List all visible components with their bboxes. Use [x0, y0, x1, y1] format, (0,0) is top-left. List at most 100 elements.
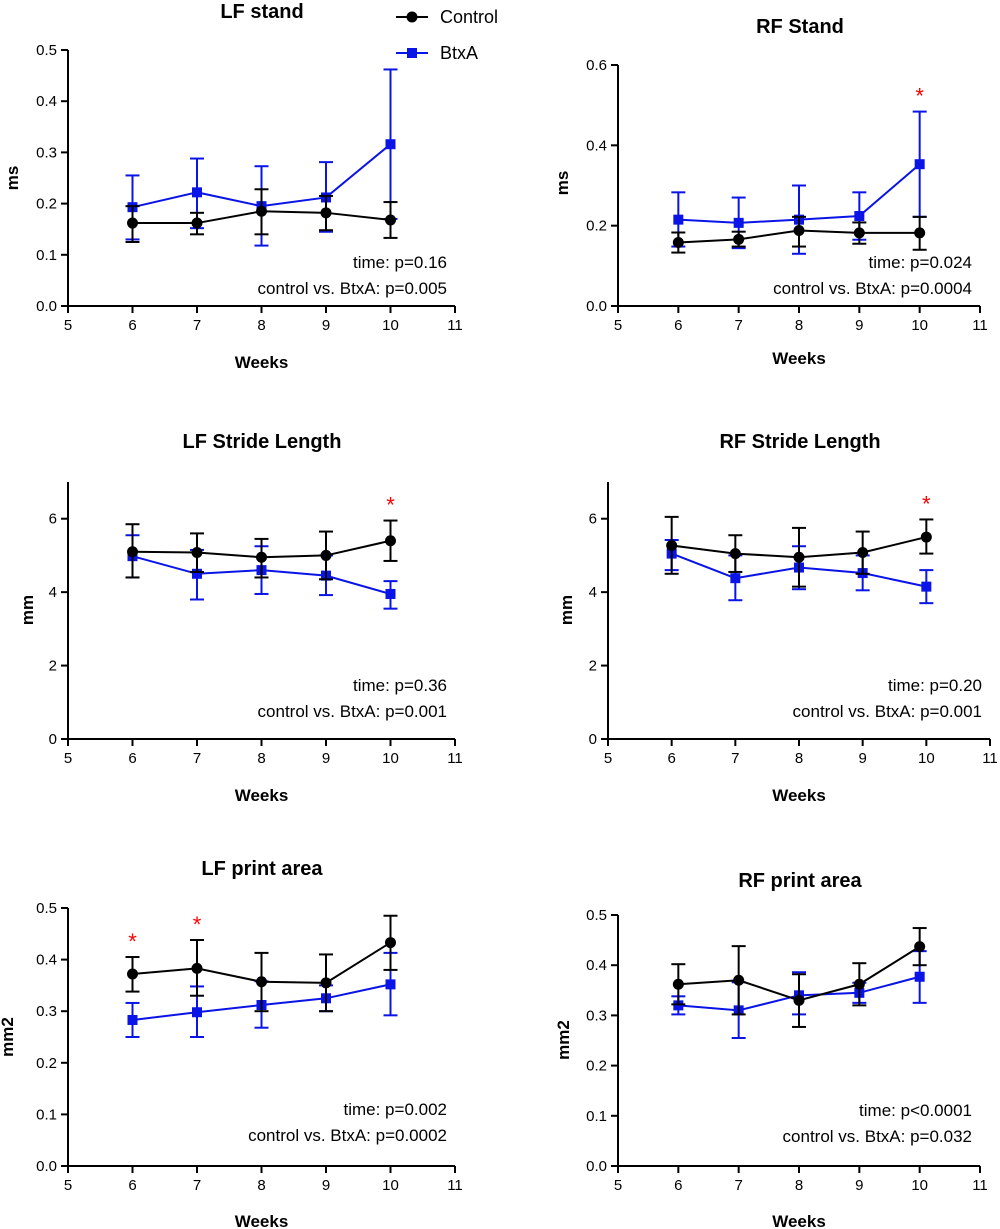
x-axis-label: Weeks — [235, 353, 289, 372]
chart-3: LF Stride Length 0 2 4 6 5 6 7 8 9 10 11 Weeks mm * tim… — [18, 431, 463, 805]
x-tick-label: 6 — [128, 750, 136, 767]
control-point — [793, 551, 805, 563]
y-tick-label: 0.6 — [586, 57, 607, 74]
control-point — [729, 548, 741, 560]
control-point — [127, 546, 138, 558]
x-tick-label: 11 — [447, 317, 463, 334]
btxa-point — [921, 581, 932, 592]
control-point — [191, 217, 203, 229]
x-tick-label: 6 — [667, 750, 675, 767]
chart-title: RF Stride Length — [719, 431, 880, 453]
y-tick-label: 0 — [589, 731, 597, 748]
btxa-point — [385, 979, 396, 990]
y-tick-label: 0.1 — [586, 1108, 607, 1125]
significance-star: * — [193, 912, 202, 937]
x-tick-label: 10 — [382, 1177, 399, 1194]
control-point — [914, 941, 926, 953]
y-tick-label: 0.5 — [586, 907, 607, 924]
x-tick-label: 10 — [918, 750, 935, 767]
control-point — [793, 994, 805, 1006]
control-point — [666, 540, 678, 552]
x-tick-label: 9 — [322, 750, 330, 767]
x-tick-label: 10 — [911, 1177, 928, 1194]
y-tick-label: 0.4 — [36, 952, 57, 969]
control-point — [733, 974, 745, 986]
control-point — [385, 535, 396, 547]
y-tick-label: 2 — [589, 658, 597, 675]
y-tick-label: 0.4 — [586, 957, 607, 974]
control-point — [191, 962, 203, 974]
x-tick-label: 5 — [614, 317, 622, 334]
legend-label-control: Control — [440, 7, 498, 27]
chart-title: LF print area — [201, 858, 323, 880]
significance-star: * — [128, 929, 137, 954]
chart-title: LF stand — [220, 1, 303, 23]
y-tick-label: 0.5 — [36, 42, 57, 59]
x-tick-label: 6 — [674, 317, 682, 334]
x-tick-label: 7 — [193, 317, 201, 334]
x-tick-label: 6 — [674, 1177, 682, 1194]
y-tick-label: 0.0 — [586, 298, 607, 315]
y-tick-label: 0.0 — [36, 1158, 57, 1175]
x-tick-label: 5 — [64, 1177, 72, 1194]
y-tick-label: 0.4 — [586, 137, 607, 154]
y-tick-label: 0.4 — [36, 93, 57, 110]
x-axis-label: Weeks — [772, 349, 826, 368]
btxa-point — [914, 971, 925, 982]
x-tick-label: 8 — [257, 750, 265, 767]
x-tick-label: 11 — [972, 1177, 988, 1194]
y-tick-label: 0.2 — [586, 218, 607, 235]
y-tick-label: 0.2 — [586, 1058, 607, 1075]
stats-text: time: p=0.024 — [869, 253, 973, 272]
y-tick-label: 0.3 — [36, 1003, 57, 1020]
x-tick-label: 9 — [322, 317, 330, 334]
significance-star: * — [922, 491, 931, 516]
y-tick-label: 0.2 — [36, 196, 57, 213]
stats-text: control vs. BtxA: p=0.001 — [258, 702, 447, 721]
x-tick-label: 6 — [128, 317, 136, 334]
x-axis-label: Weeks — [235, 786, 289, 805]
control-point — [385, 937, 396, 949]
stats-text: time: p=0.16 — [353, 253, 447, 272]
x-tick-label: 9 — [858, 750, 866, 767]
chart-title: RF print area — [738, 870, 862, 892]
x-tick-label: 8 — [257, 317, 265, 334]
control-point — [127, 217, 138, 229]
x-tick-label: 5 — [64, 750, 72, 767]
btxa-point — [673, 214, 684, 225]
y-tick-label: 6 — [589, 511, 597, 528]
btxa-point — [854, 211, 865, 222]
y-tick-label: 0.0 — [586, 1158, 607, 1175]
chart-6: RF print area 0.0 0.1 0.2 0.3 0.4 0.5 5 6 7 8 9 10 11… — [554, 870, 988, 1229]
x-tick-label: 11 — [982, 750, 998, 767]
y-tick-label: 0.3 — [36, 144, 57, 161]
stats-text: control vs. BtxA: p=0.005 — [258, 279, 447, 298]
control-point — [320, 549, 332, 561]
control-point — [256, 205, 267, 217]
y-tick-label: 0.3 — [586, 1007, 607, 1024]
x-tick-label: 8 — [795, 750, 803, 767]
x-tick-label: 9 — [855, 317, 863, 334]
y-tick-label: 0.1 — [36, 247, 57, 264]
control-point — [256, 551, 267, 563]
chart-title: LF Stride Length — [183, 431, 342, 453]
control-point — [385, 214, 396, 226]
stats-text: control vs. BtxA: p=0.0002 — [248, 1126, 447, 1145]
btxa-point — [733, 217, 744, 228]
btxa-point — [127, 1014, 138, 1025]
y-tick-label: 0.1 — [36, 1106, 57, 1123]
control-point — [320, 977, 332, 989]
significance-star: * — [915, 84, 924, 109]
legend-marker-btxa — [407, 48, 417, 58]
chart-2: RF Stand 0.0 0.2 0.4 0.6 5 6 7 8 9 10 11 Weeks ms * tim… — [553, 16, 988, 368]
btxa-point — [385, 139, 396, 150]
y-tick-label: 4 — [589, 584, 597, 601]
x-axis-label: Weeks — [772, 1212, 826, 1229]
control-point — [127, 968, 138, 980]
y-axis-label: mm2 — [554, 1020, 573, 1060]
x-tick-label: 11 — [447, 750, 463, 767]
control-point — [853, 978, 865, 990]
x-tick-label: 8 — [257, 1177, 265, 1194]
control-point — [793, 224, 805, 236]
